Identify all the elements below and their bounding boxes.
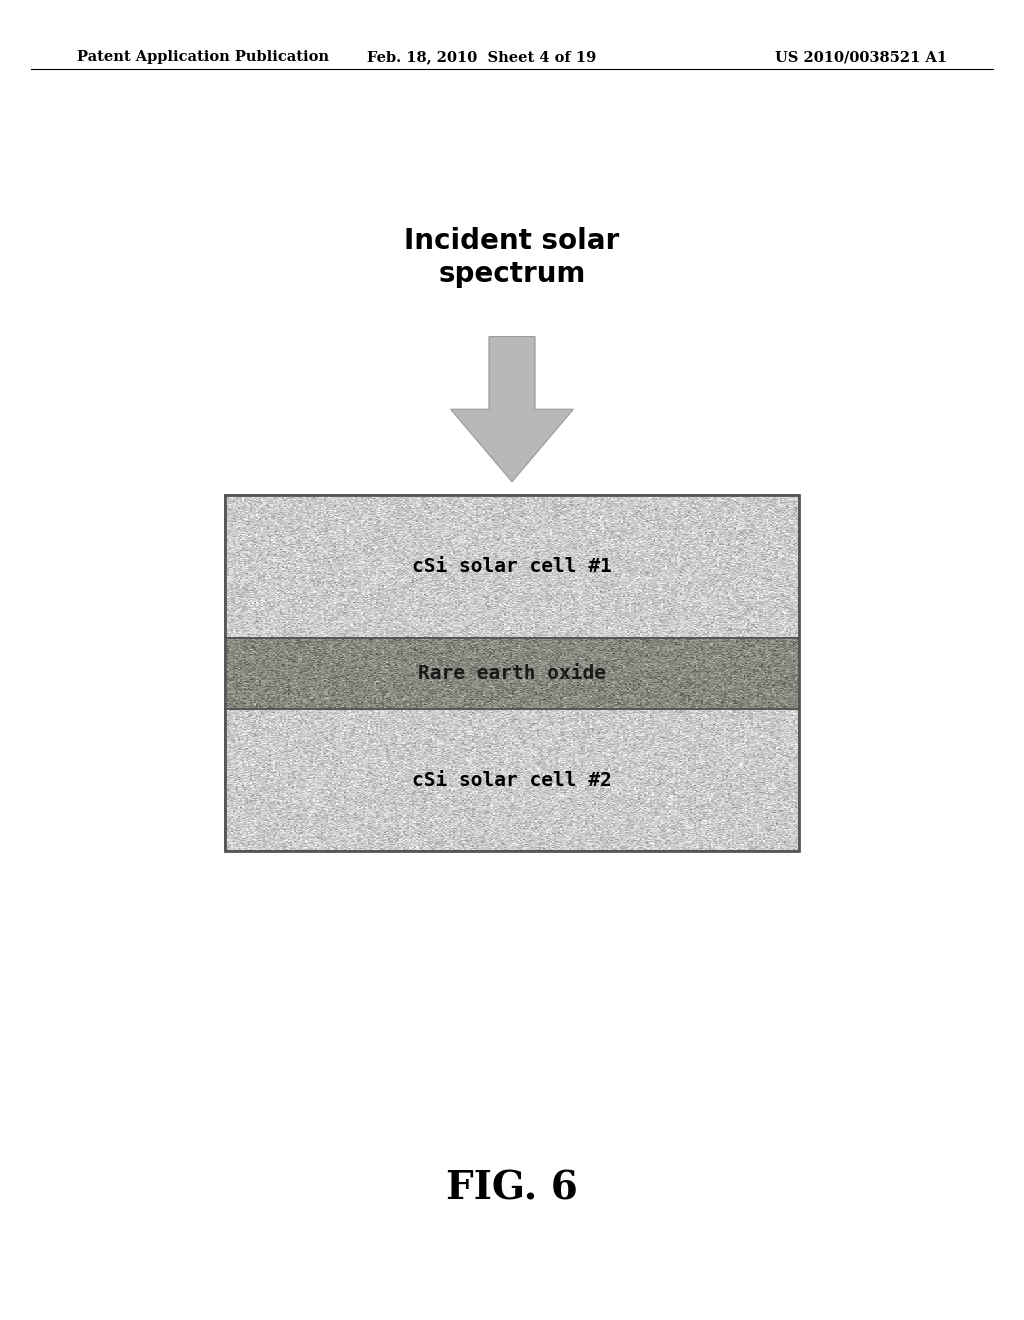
Bar [225,495,799,851]
Text: US 2010/0038521 A1: US 2010/0038521 A1 [775,50,947,65]
Text: cSi solar cell #1: cSi solar cell #1 [412,557,612,576]
Text: Patent Application Publication: Patent Application Publication [77,50,329,65]
Text: cSi solar cell #2: cSi solar cell #2 [412,771,612,789]
Bar [225,495,799,638]
Text: FIG. 6: FIG. 6 [446,1170,578,1206]
Text: Feb. 18, 2010  Sheet 4 of 19: Feb. 18, 2010 Sheet 4 of 19 [367,50,596,65]
Bar [225,638,799,709]
FancyArrow shape [451,337,573,482]
Text: Rare earth oxide: Rare earth oxide [418,664,606,682]
Text: Incident solar
spectrum: Incident solar spectrum [404,227,620,288]
Bar [225,709,799,851]
